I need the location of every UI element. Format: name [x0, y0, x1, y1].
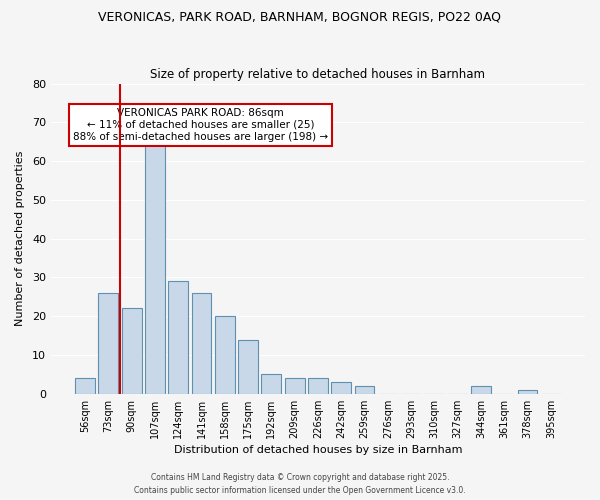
Bar [285, 378, 305, 394]
Bar [308, 378, 328, 394]
Bar [262, 374, 281, 394]
Bar [518, 390, 538, 394]
Bar [169, 282, 188, 394]
Bar [471, 386, 491, 394]
Text: VERONICAS, PARK ROAD, BARNHAM, BOGNOR REGIS, PO22 0AQ: VERONICAS, PARK ROAD, BARNHAM, BOGNOR RE… [98, 10, 502, 23]
Bar [98, 293, 118, 394]
Bar [355, 386, 374, 394]
Bar [191, 293, 211, 394]
Title: Size of property relative to detached houses in Barnham: Size of property relative to detached ho… [151, 68, 485, 81]
Bar [238, 340, 258, 394]
Text: Contains HM Land Registry data © Crown copyright and database right 2025.
Contai: Contains HM Land Registry data © Crown c… [134, 474, 466, 495]
Bar [215, 316, 235, 394]
Bar [145, 138, 165, 394]
X-axis label: Distribution of detached houses by size in Barnham: Distribution of detached houses by size … [174, 445, 462, 455]
Bar [122, 308, 142, 394]
Bar [331, 382, 351, 394]
Bar [75, 378, 95, 394]
Text: VERONICAS PARK ROAD: 86sqm
← 11% of detached houses are smaller (25)
88% of semi: VERONICAS PARK ROAD: 86sqm ← 11% of deta… [73, 108, 328, 142]
Y-axis label: Number of detached properties: Number of detached properties [15, 151, 25, 326]
